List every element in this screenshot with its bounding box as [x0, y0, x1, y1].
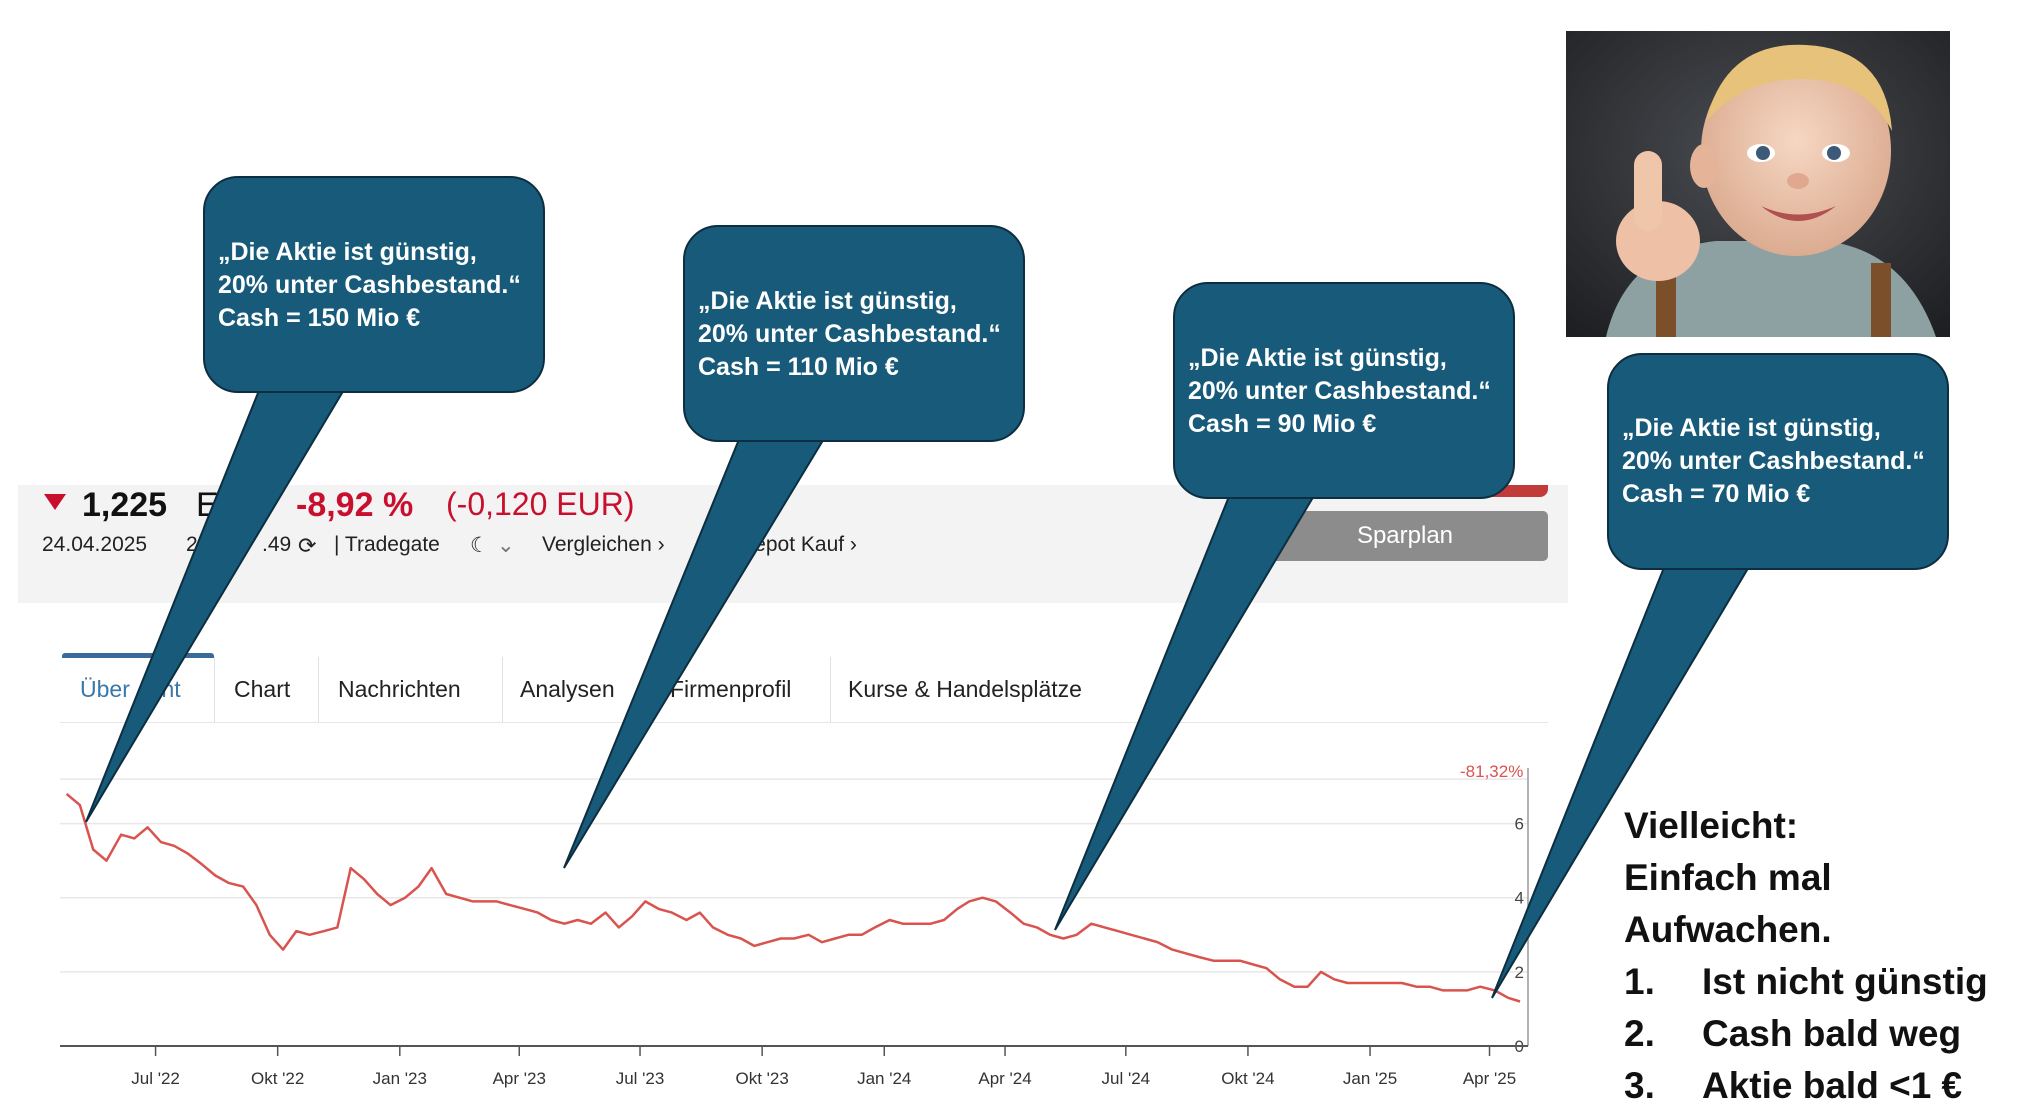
quote-date: 24.04.2025	[42, 533, 148, 556]
exchange-selector[interactable]: | Tradegate	[334, 533, 440, 556]
baby-thumbs-up-photo	[1566, 31, 1950, 337]
y-tick-label: 2	[1515, 963, 1524, 982]
list-number: 1.	[1624, 961, 1655, 1002]
speech-bubble-tail	[563, 436, 827, 869]
tab-separator	[214, 657, 215, 723]
bubble-text-2: „Die Aktie ist günstig, 20% unter Cashbe…	[698, 287, 1001, 381]
speech-bubble-tail	[85, 387, 347, 823]
speech-bubble	[203, 176, 545, 393]
bubble-text-4: „Die Aktie ist günstig, 20% unter Cashbe…	[1622, 414, 1925, 508]
y-tick-label: 4	[1515, 889, 1524, 908]
speech-bubbles	[85, 176, 1949, 999]
speech-bubble-tail	[1054, 493, 1317, 931]
x-tick-label: Okt '23	[735, 1069, 788, 1088]
chart-grid	[60, 778, 1528, 1047]
list-text: Ist nicht günstig	[1702, 961, 1988, 1002]
x-tick-label: Apr '25	[1463, 1069, 1516, 1088]
quote-time-rest: .49	[262, 533, 292, 556]
sparplan-button[interactable]: Sparplan	[1262, 511, 1548, 561]
tab-chart[interactable]: Chart	[234, 676, 291, 702]
list-number: 2.	[1624, 1013, 1655, 1054]
conclusion-list: 1. Ist nicht günstig 2. Cash bald weg 3. Ak…	[1624, 956, 1988, 1112]
tab-active-indicator	[62, 653, 214, 658]
moon-icon: ☾	[470, 534, 489, 557]
list-item: 1. Ist nicht günstig	[1624, 956, 1988, 1008]
x-tick-label: Jul '23	[616, 1069, 665, 1088]
tab-company-profile[interactable]: Firmenprofil	[670, 676, 792, 702]
price-series-line	[65, 792, 1521, 1003]
refresh-icon[interactable]: ⟳	[298, 533, 317, 558]
change-absolute: (-0,120 EUR)	[446, 486, 635, 522]
tab-overview[interactable]: Über	[80, 676, 130, 702]
tab-separator	[830, 657, 831, 723]
bubble-text-3: „Die Aktie ist günstig, 20% unter Cashbe…	[1188, 344, 1491, 438]
conclusion-text: Vielleicht: Einfach mal Aufwachen.	[1624, 800, 1832, 956]
x-tick-label: Apr '24	[978, 1069, 1031, 1088]
price-down-arrow-icon	[44, 494, 66, 510]
current-price: 1,225	[82, 486, 168, 524]
list-item: 2. Cash bald weg	[1624, 1008, 1988, 1060]
x-tick-label: Jul '24	[1102, 1069, 1151, 1088]
compare-link[interactable]: Vergleichen ›	[542, 533, 665, 556]
speech-bubble	[1173, 282, 1515, 499]
quote-time: 2	[186, 533, 198, 556]
tab-separator	[502, 657, 503, 723]
list-text: Aktie bald <1 €	[1702, 1065, 1963, 1106]
conclusion-line: Einfach mal	[1624, 857, 1832, 898]
conclusion-line: Aufwachen.	[1624, 909, 1832, 950]
x-tick-label: Jan '23	[373, 1069, 427, 1088]
y-tick-label: 6	[1515, 815, 1524, 834]
tab-separator	[318, 657, 319, 723]
x-tick-label: Okt '24	[1221, 1069, 1274, 1088]
chevron-down-icon[interactable]: ⌄	[497, 534, 515, 557]
x-tick-label: Jan '24	[857, 1069, 911, 1088]
bubble-text-1: „Die Aktie ist günstig, 20% unter Cashbe…	[218, 238, 521, 332]
tab-analyses[interactable]: Analysen	[520, 676, 615, 702]
speech-bubble	[683, 225, 1025, 442]
x-tick-label: Okt '22	[251, 1069, 304, 1088]
list-number: 3.	[1624, 1065, 1655, 1106]
tab-prices-venues[interactable]: Kurse & Handelsplätze	[848, 676, 1082, 702]
tab-bar-divider	[60, 722, 1548, 723]
chart-series	[65, 792, 1521, 1003]
change-percent: -8,92 %	[296, 486, 414, 524]
conclusion-line: Vielleicht:	[1624, 805, 1799, 846]
x-tick-label: Apr '23	[493, 1069, 546, 1088]
performance-label: -81,32%	[1460, 762, 1524, 781]
tab-news[interactable]: Nachrichten	[338, 676, 461, 702]
list-text: Cash bald weg	[1702, 1013, 1962, 1054]
x-tick-label: Jan '25	[1343, 1069, 1397, 1088]
x-tick-label: Jul '22	[131, 1069, 180, 1088]
speech-bubble	[1607, 353, 1949, 570]
list-item: 3. Aktie bald <1 €	[1624, 1060, 1988, 1112]
